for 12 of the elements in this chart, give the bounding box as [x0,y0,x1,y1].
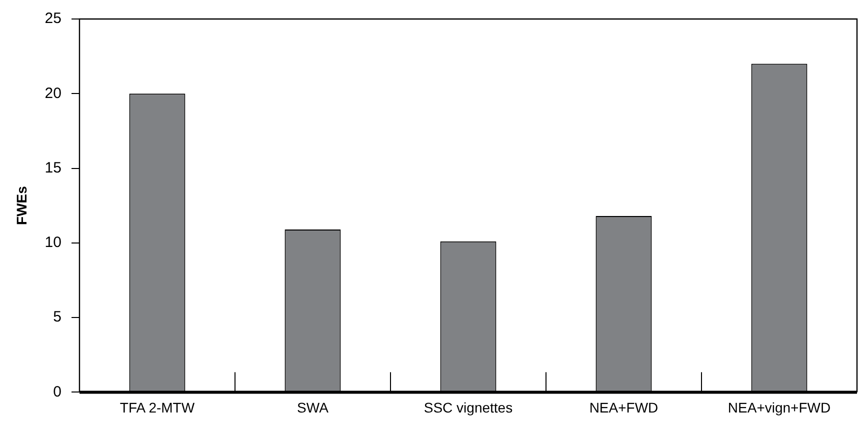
x-tick-label: SWA [297,399,330,416]
x-tick-label: NEA+vign+FWD [728,399,831,416]
y-tick-label: 25 [44,10,62,28]
y-axis-title: FWEs [13,186,30,226]
x-tick-label: NEA+FWD [589,399,658,416]
x-tick-label: TFA 2-MTW [120,399,196,416]
y-tick-label: 10 [44,234,62,252]
x-tick-label: SSC vignettes [424,399,513,416]
y-tick-label: 0 [53,383,62,400]
y-tick-label: 15 [44,159,62,176]
y-tick-label: 5 [53,308,62,326]
y-tick-label: 20 [44,84,62,102]
